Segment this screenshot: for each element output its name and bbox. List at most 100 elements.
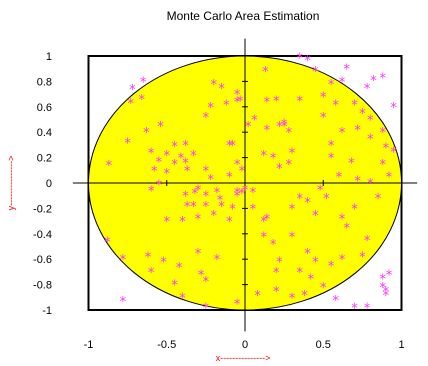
data-point: * [214, 253, 221, 268]
data-point: * [286, 126, 293, 141]
data-point: * [317, 183, 324, 198]
data-point: * [239, 164, 246, 179]
data-point: * [145, 251, 152, 266]
ticks-layer: -1 -0.5 0 0.5 1 1 0.8 0.6 0.4 0.2 0 -0.2 -0.4 -0.6 -0.… [33, 51, 405, 351]
data-point: * [182, 139, 189, 154]
data-point: * [203, 275, 210, 290]
data-point: * [289, 230, 296, 245]
data-point: * [379, 72, 386, 87]
data-point: * [140, 75, 147, 90]
data-point: * [218, 82, 225, 97]
data-point: * [245, 120, 252, 135]
data-point: * [148, 185, 155, 200]
data-point: * [203, 200, 210, 215]
data-point: * [383, 289, 390, 304]
data-point: * [333, 294, 340, 309]
data-point: * [120, 253, 127, 268]
x-tick-label: 1 [398, 339, 404, 351]
data-point: * [192, 187, 199, 202]
data-point: * [289, 291, 296, 306]
data-point: * [203, 111, 210, 126]
x-tick-label: 0.5 [316, 339, 331, 351]
data-point: * [203, 190, 210, 205]
chart-title: Monte Carlo Area Estimation [167, 9, 320, 23]
data-point: * [234, 298, 241, 313]
data-point: * [234, 190, 241, 205]
data-point: * [289, 202, 296, 217]
data-point: * [264, 213, 271, 228]
data-point: * [328, 260, 335, 275]
data-point: * [261, 149, 268, 164]
data-point: * [336, 171, 343, 186]
y-tick-label: 0.6 [37, 102, 52, 114]
data-point: * [297, 266, 304, 281]
data-point: * [190, 200, 197, 215]
data-point: * [339, 75, 346, 90]
x-tick-label: 0 [242, 339, 248, 351]
data-point: * [223, 98, 230, 113]
data-point: * [359, 107, 366, 122]
data-point: * [171, 279, 178, 294]
data-point: * [367, 114, 374, 129]
y-axis-label: y---------------> [6, 156, 16, 211]
y-tick-label: 0 [46, 178, 52, 190]
data-point: * [138, 93, 145, 108]
data-point: * [297, 192, 304, 207]
x-axis-label: x---------------> [216, 353, 271, 363]
data-point: * [307, 272, 314, 287]
data-point: * [218, 200, 225, 215]
data-point: * [304, 196, 311, 211]
data-point: * [348, 157, 355, 172]
data-point: * [179, 215, 186, 230]
data-point: * [273, 285, 280, 300]
data-point: * [328, 139, 335, 154]
data-point: * [270, 238, 277, 253]
data-point: * [261, 230, 268, 245]
data-point: * [156, 155, 163, 170]
data-point: * [156, 178, 163, 193]
data-point: * [323, 192, 330, 207]
data-point: * [120, 295, 127, 310]
data-point: * [281, 120, 288, 135]
data-point: * [178, 152, 185, 167]
data-point: * [203, 301, 210, 316]
y-tick-label: -1 [42, 305, 52, 317]
data-point: * [375, 192, 382, 207]
data-point: * [226, 139, 233, 154]
data-point: * [339, 253, 346, 268]
data-point: * [364, 82, 371, 97]
data-point: * [151, 164, 158, 179]
data-point: * [239, 187, 246, 202]
data-point: * [128, 97, 135, 112]
data-point: * [234, 96, 241, 111]
data-point: * [351, 202, 358, 217]
data-point: * [289, 147, 296, 162]
data-point: * [164, 167, 171, 182]
data-point: * [261, 215, 268, 230]
data-point: * [328, 78, 335, 93]
data-point: * [286, 158, 293, 173]
data-point: * [251, 114, 258, 129]
y-tick-label: -0.2 [33, 203, 52, 215]
data-point: * [129, 83, 136, 98]
data-point: * [320, 111, 327, 126]
data-point: * [124, 136, 131, 151]
data-point: * [343, 221, 350, 236]
data-point: * [226, 215, 233, 230]
data-point: * [273, 94, 280, 109]
y-tick-label: -0.8 [33, 280, 52, 292]
y-tick-label: 0.2 [37, 153, 52, 165]
data-point: * [320, 91, 327, 106]
data-point: * [210, 78, 217, 93]
data-point: * [276, 256, 283, 271]
data-point: * [354, 124, 361, 139]
data-point: * [383, 285, 390, 300]
data-point: * [364, 234, 371, 249]
data-point: * [242, 183, 249, 198]
data-point: * [328, 152, 335, 167]
data-point: * [262, 65, 269, 80]
data-point: * [234, 88, 241, 103]
data-point: * [301, 289, 308, 304]
data-point: * [229, 202, 236, 217]
data-point: * [198, 268, 205, 283]
